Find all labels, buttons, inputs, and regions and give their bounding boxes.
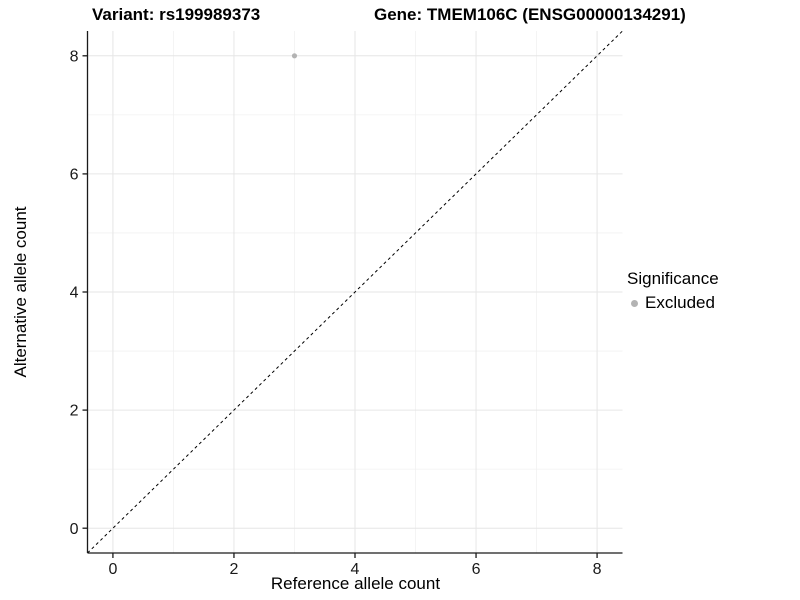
- gene-title: Gene: TMEM106C (ENSG00000134291): [374, 5, 686, 24]
- legend-item-excluded: Excluded: [627, 293, 719, 313]
- x-tick-label: 0: [108, 561, 117, 578]
- y-tick-label: 2: [70, 403, 79, 420]
- y-axis-title: Alternative allele count: [11, 206, 30, 378]
- legend: Significance Excluded: [627, 269, 719, 313]
- data-point: [291, 53, 298, 59]
- legend-item-label: Excluded: [645, 293, 715, 312]
- legend-key-dot-icon: [631, 299, 638, 307]
- x-tick-label: 6: [472, 561, 481, 578]
- y-tick-label: 4: [70, 285, 79, 302]
- x-tick-label: 4: [351, 561, 360, 578]
- x-tick-label: 2: [230, 561, 239, 578]
- x-axis-title: Reference allele count: [270, 574, 441, 593]
- y-tick-label: 0: [70, 521, 79, 538]
- variant-title: Variant: rs199989373: [92, 5, 261, 24]
- y-tick-label: 8: [70, 48, 79, 65]
- legend-title: Significance: [627, 269, 719, 288]
- identity-line: [87, 30, 623, 554]
- x-tick-label: 8: [593, 561, 602, 578]
- y-tick-label: 6: [70, 167, 79, 184]
